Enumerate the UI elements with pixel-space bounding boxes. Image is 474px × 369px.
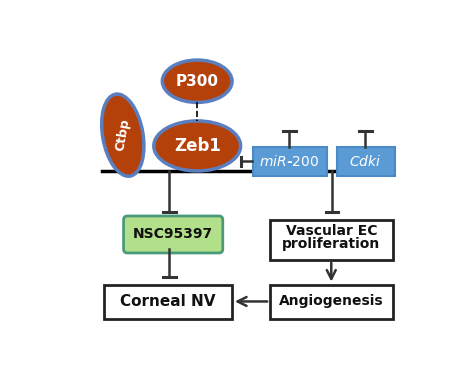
Ellipse shape bbox=[101, 94, 144, 176]
Text: Ctbp: Ctbp bbox=[114, 118, 132, 152]
Text: NSC95397: NSC95397 bbox=[133, 227, 213, 241]
Text: Vascular EC: Vascular EC bbox=[285, 224, 377, 238]
Ellipse shape bbox=[154, 121, 241, 171]
Text: proliferation: proliferation bbox=[282, 238, 381, 252]
FancyBboxPatch shape bbox=[104, 284, 232, 319]
FancyBboxPatch shape bbox=[253, 147, 327, 176]
FancyBboxPatch shape bbox=[270, 284, 392, 319]
Text: $\mathit{miR}$-$\mathit{200}$: $\mathit{miR}$-$\mathit{200}$ bbox=[259, 154, 319, 169]
FancyBboxPatch shape bbox=[124, 216, 223, 253]
FancyBboxPatch shape bbox=[270, 220, 392, 260]
Text: P300: P300 bbox=[176, 74, 219, 89]
Ellipse shape bbox=[162, 60, 232, 103]
Text: Zeb1: Zeb1 bbox=[174, 137, 220, 155]
FancyBboxPatch shape bbox=[337, 147, 395, 176]
Text: Corneal NV: Corneal NV bbox=[120, 294, 216, 309]
Text: $\mathit{Cdki}$: $\mathit{Cdki}$ bbox=[349, 154, 382, 169]
Text: Angiogenesis: Angiogenesis bbox=[279, 294, 383, 308]
